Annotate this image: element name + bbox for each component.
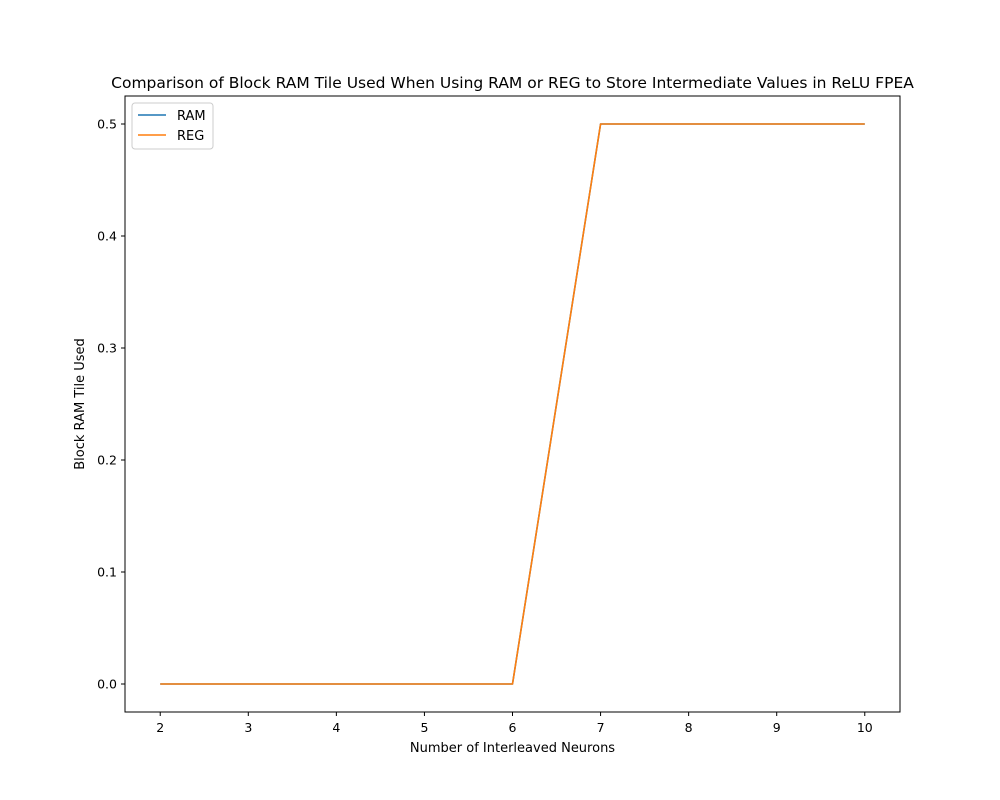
y-tick-label: 0.4 [97, 229, 117, 244]
legend-label-reg: REG [177, 129, 204, 144]
x-tick-label: 3 [244, 720, 252, 735]
x-tick-label: 2 [156, 720, 164, 735]
y-tick-label: 0.0 [97, 677, 117, 692]
y-tick-label: 0.3 [97, 341, 117, 356]
x-tick-label: 8 [685, 720, 693, 735]
x-tick-label: 10 [857, 720, 873, 735]
x-tick-label: 4 [332, 720, 340, 735]
series-line-reg [160, 123, 865, 685]
y-tick-label: 0.5 [97, 117, 117, 132]
chart-title: Comparison of Block RAM Tile Used When U… [111, 74, 914, 92]
plot-area: 2 3 4 5 6 7 8 9 10 0.0 0.1 0.2 0.3 0.4 0.5 [97, 117, 873, 736]
y-tick-label: 0.2 [97, 453, 117, 468]
legend-label-ram: RAM [177, 109, 206, 124]
x-tick-label: 7 [597, 720, 605, 735]
plot-frame [124, 95, 901, 713]
x-tick-label: 6 [509, 720, 517, 735]
y-tick-label: 0.1 [97, 565, 117, 580]
x-axis-label: Number of Interleaved Neurons [410, 741, 615, 756]
legend: RAM REG [131, 102, 214, 150]
x-tick-label: 5 [420, 720, 428, 735]
y-axis-label: Block RAM Tile Used [73, 338, 88, 469]
x-tick-label: 9 [773, 720, 781, 735]
